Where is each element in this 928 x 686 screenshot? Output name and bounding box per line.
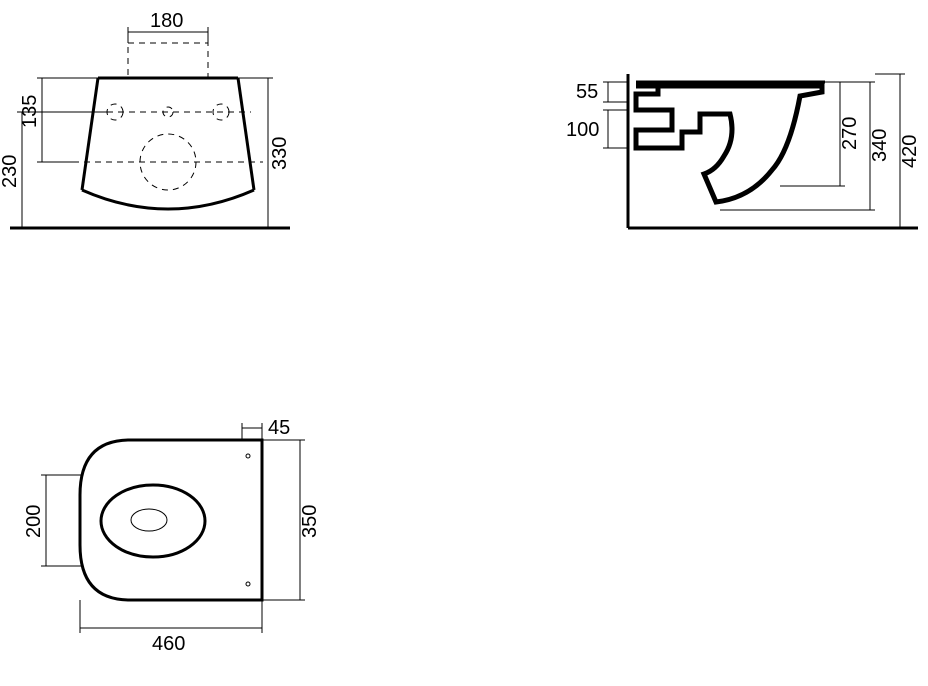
dim-45: 45 [268, 417, 290, 439]
dim-330: 330 [269, 137, 291, 170]
top-view: 45 200 350 460 [23, 417, 321, 655]
dim-270: 270 [839, 117, 861, 150]
dim-55: 55 [576, 81, 598, 103]
dim-350: 350 [299, 505, 321, 538]
front-view: 180 135 230 330 [0, 10, 291, 228]
dim-230: 230 [0, 155, 21, 188]
dim-100: 100 [566, 119, 599, 141]
dim-180: 180 [150, 10, 183, 32]
side-view: 55 100 270 340 420 [566, 74, 921, 228]
dim-200: 200 [23, 505, 45, 538]
dim-460: 460 [152, 633, 185, 655]
dim-340: 340 [869, 129, 891, 162]
dim-420: 420 [899, 135, 921, 168]
dimension-drawing: 180 135 230 330 55 100 [0, 0, 928, 686]
